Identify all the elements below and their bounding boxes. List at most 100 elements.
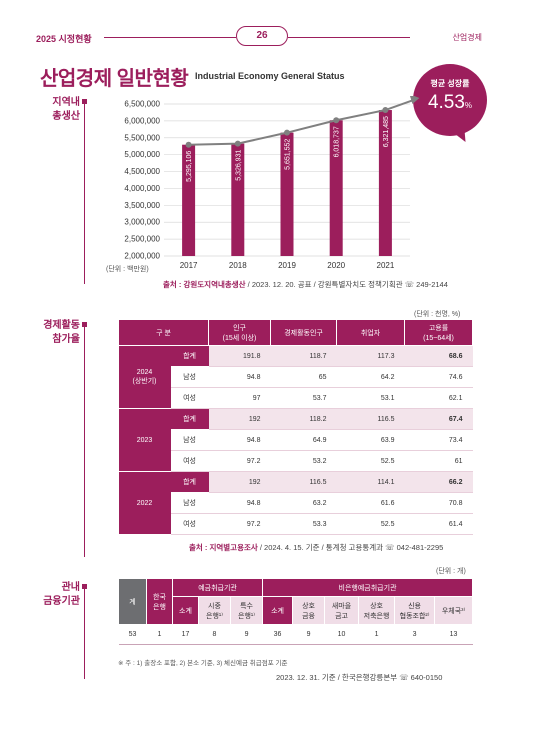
value-cell: 68.6	[404, 345, 473, 367]
value-cell: 64.9	[270, 429, 337, 451]
year-cell: 2022	[118, 471, 171, 535]
header-section-title: 2025 시정현황	[36, 34, 92, 44]
y-tick-label: 6,500,000	[124, 100, 160, 109]
sub-header-nondeposit: 상호 금융	[292, 596, 326, 625]
y-tick-label: 3,500,000	[124, 201, 160, 210]
y-tick-label: 2,500,000	[124, 235, 160, 244]
grdp-bar-chart: 2,000,000 2,500,000 3,000,000 3,500,000 4,00…	[124, 96, 420, 270]
col-header-employment-rate: 고용률 (15~64세)	[404, 319, 474, 346]
growth-rate-badge: 평균 성장률 4.53%	[413, 64, 487, 136]
col-header-category: 구 분	[117, 319, 210, 346]
growth-rate-value: 4.53%	[427, 92, 473, 113]
trend-point	[333, 117, 340, 124]
col-header-deposit: 예금취급기관	[171, 578, 264, 597]
section-marker-finance	[82, 584, 87, 589]
value-cell: 61.6	[336, 492, 405, 514]
value-cell: 74.6	[404, 366, 473, 388]
value-cell: 73.4	[404, 429, 473, 451]
value-cell: 192	[208, 408, 271, 430]
value-cell: 192	[208, 471, 271, 493]
gender-cell: 여성	[170, 387, 209, 409]
bar-value-label: 6,321,485	[383, 116, 390, 147]
value-cell: 1	[146, 624, 173, 645]
trend-point	[284, 129, 290, 136]
sub-header-nondeposit: 새마을 금고	[324, 596, 360, 625]
y-tick-label: 3,000,000	[124, 218, 160, 227]
value-cell: 97.2	[208, 513, 271, 535]
table-row: 남성 94.8 65 64.2 74.6	[119, 366, 473, 388]
gender-cell: 남성	[170, 366, 209, 388]
section-rule-grdp	[84, 104, 85, 284]
value-cell: 13	[434, 624, 473, 645]
y-tick-label: 2,000,000	[124, 252, 160, 261]
y-tick-label: 4,000,000	[124, 184, 160, 193]
chart-value-labels: 5,295,106 5,326,931 5,651,552 6,018,737 6,32…	[186, 116, 390, 182]
finance-source: 2023. 12. 31. 기준 / 한국은행강릉본부 ☏ 640-0150	[276, 673, 443, 682]
col-header-active: 경제활동인구	[270, 319, 338, 346]
value-cell: 3	[394, 624, 435, 645]
gender-cell: 합계	[170, 345, 209, 367]
gender-cell: 합계	[170, 408, 209, 430]
value-cell: 70.8	[404, 492, 473, 514]
value-cell: 191.8	[208, 345, 271, 367]
value-cell: 17	[172, 624, 199, 645]
sub-header-nondeposit: 상호 저축은행	[358, 596, 396, 625]
table-row: 남성 94.8 64.9 63.9 73.4	[119, 429, 473, 451]
value-cell: 66.2	[404, 471, 473, 493]
trend-point	[382, 107, 389, 114]
value-cell: 9	[230, 624, 263, 645]
table-row: 여성 97 53.7 53.1 62.1	[119, 387, 473, 409]
section-label-grdp: 지역내 총생산	[52, 97, 80, 122]
value-cell: 53	[118, 624, 147, 645]
value-cell: 53.1	[336, 387, 405, 409]
finance-values-row: 53 1 17 8 9 36 9 10 1 3 13	[118, 624, 473, 645]
value-cell: 52.5	[336, 513, 405, 535]
trend-line	[188, 99, 414, 146]
value-cell: 97.2	[208, 450, 271, 472]
bar	[378, 110, 392, 256]
bar-value-label: 5,651,552	[285, 139, 292, 170]
y-tick-label: 5,500,000	[124, 133, 160, 142]
bar	[231, 143, 245, 256]
year-cell: 2023	[118, 408, 171, 472]
col-header-population: 인구 (15세 이상)	[208, 319, 272, 346]
y-tick-label: 4,500,000	[124, 167, 160, 176]
grdp-unit: (단위 : 백만원)	[106, 266, 149, 273]
trend-point	[185, 141, 192, 148]
participation-unit: (단위 : 천명, %)	[414, 311, 461, 318]
value-cell: 114.1	[336, 471, 405, 493]
participation-header-row: 구 분 인구 (15세 이상) 경제활동인구 취업자 고용률 (15~64세)	[117, 319, 474, 346]
bar	[329, 120, 343, 256]
bar-value-label: 6,018,737	[334, 126, 341, 157]
x-tick-label: 2018	[229, 261, 247, 270]
value-cell: 67.4	[404, 408, 473, 430]
section-marker-grdp	[82, 99, 87, 104]
value-cell: 36	[262, 624, 293, 645]
y-tick-label: 5,000,000	[124, 150, 160, 159]
chart-trend-arrow	[185, 96, 420, 148]
sub-header-deposit: 특수 은행¹⁾	[229, 596, 264, 625]
gender-cell: 합계	[170, 471, 209, 493]
value-cell: 94.8	[208, 492, 271, 514]
participation-source: 출처 : 지역별고용조사 / 2024. 4. 15. 기준 / 통계청 고용통…	[189, 543, 444, 552]
table-row: 여성 97.2 53.3 52.5 61.4	[119, 513, 473, 535]
value-cell: 53.2	[270, 450, 337, 472]
x-tick-label: 2019	[278, 261, 296, 270]
gender-cell: 여성	[170, 450, 209, 472]
value-cell: 62.1	[404, 387, 473, 409]
chart-y-ticks: 2,000,000 2,500,000 3,000,000 3,500,000 4,00…	[124, 100, 160, 261]
section-rule-finance	[84, 589, 85, 679]
value-cell: 61	[404, 450, 473, 472]
chart-bars	[182, 110, 392, 256]
table-row: 2023 합계 192 118.2 116.5 67.4	[118, 408, 473, 472]
section-label-participation: 경제활동 참가율	[43, 320, 80, 345]
value-cell: 97	[208, 387, 271, 409]
section-rule-participation	[84, 327, 85, 557]
x-tick-label: 2021	[377, 261, 395, 270]
grdp-source: 출처 : 강원도지역내총생산 / 2023. 12. 20. 공표 / 강원특별…	[163, 280, 448, 289]
gender-cell: 남성	[170, 429, 209, 451]
value-cell: 52.5	[336, 450, 405, 472]
sub-header-nondeposit: 신용 협동조합²⁾	[394, 596, 436, 625]
table-row: 2024 (상반기) 합계 191.8 118.7 117.3 68.6	[118, 345, 473, 409]
sub-header-nondeposit: 우체국³⁾	[434, 596, 474, 625]
